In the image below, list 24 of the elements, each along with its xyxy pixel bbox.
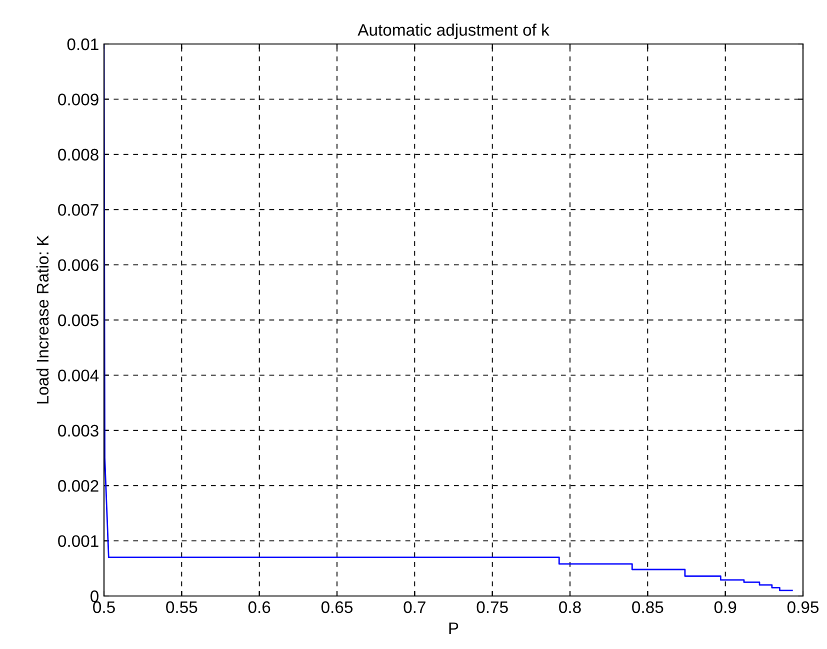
y-tick-label: 0.008 [58, 148, 98, 161]
y-tick-label: 0.005 [58, 314, 98, 326]
y-tick-label: 0.004 [58, 370, 99, 382]
x-tick-label: 0.85 [632, 601, 664, 614]
chart-title: Automatic adjustment of k [358, 24, 550, 40]
x-tick-label: 0.65 [321, 601, 353, 614]
y-tick-label: 0.001 [58, 535, 98, 548]
x-axis-title: P [449, 622, 458, 634]
x-tick-label: 0.6 [248, 601, 270, 614]
y-tick-label: 0 [90, 590, 98, 602]
y-tick-label: 0.002 [58, 480, 98, 492]
y-tick-label: 0.007 [58, 204, 98, 216]
x-tick-label: 0.8 [559, 601, 581, 614]
x-tick-label: 0.9 [714, 601, 736, 614]
y-tick-label: 0.009 [58, 94, 98, 106]
y-axis-title: Load Increase Ratio: K [36, 235, 49, 404]
x-tick-label: 0.5 [93, 601, 115, 614]
x-tick-label: 0.75 [476, 601, 508, 614]
x-tick-label: 0.95 [787, 601, 819, 614]
x-tick-label: 0.55 [166, 601, 198, 614]
y-tick-label: 0.006 [58, 259, 98, 272]
y-tick-label: 0.003 [58, 424, 98, 437]
y-tick-label: 0.01 [67, 38, 98, 50]
x-tick-label: 0.7 [404, 601, 426, 614]
